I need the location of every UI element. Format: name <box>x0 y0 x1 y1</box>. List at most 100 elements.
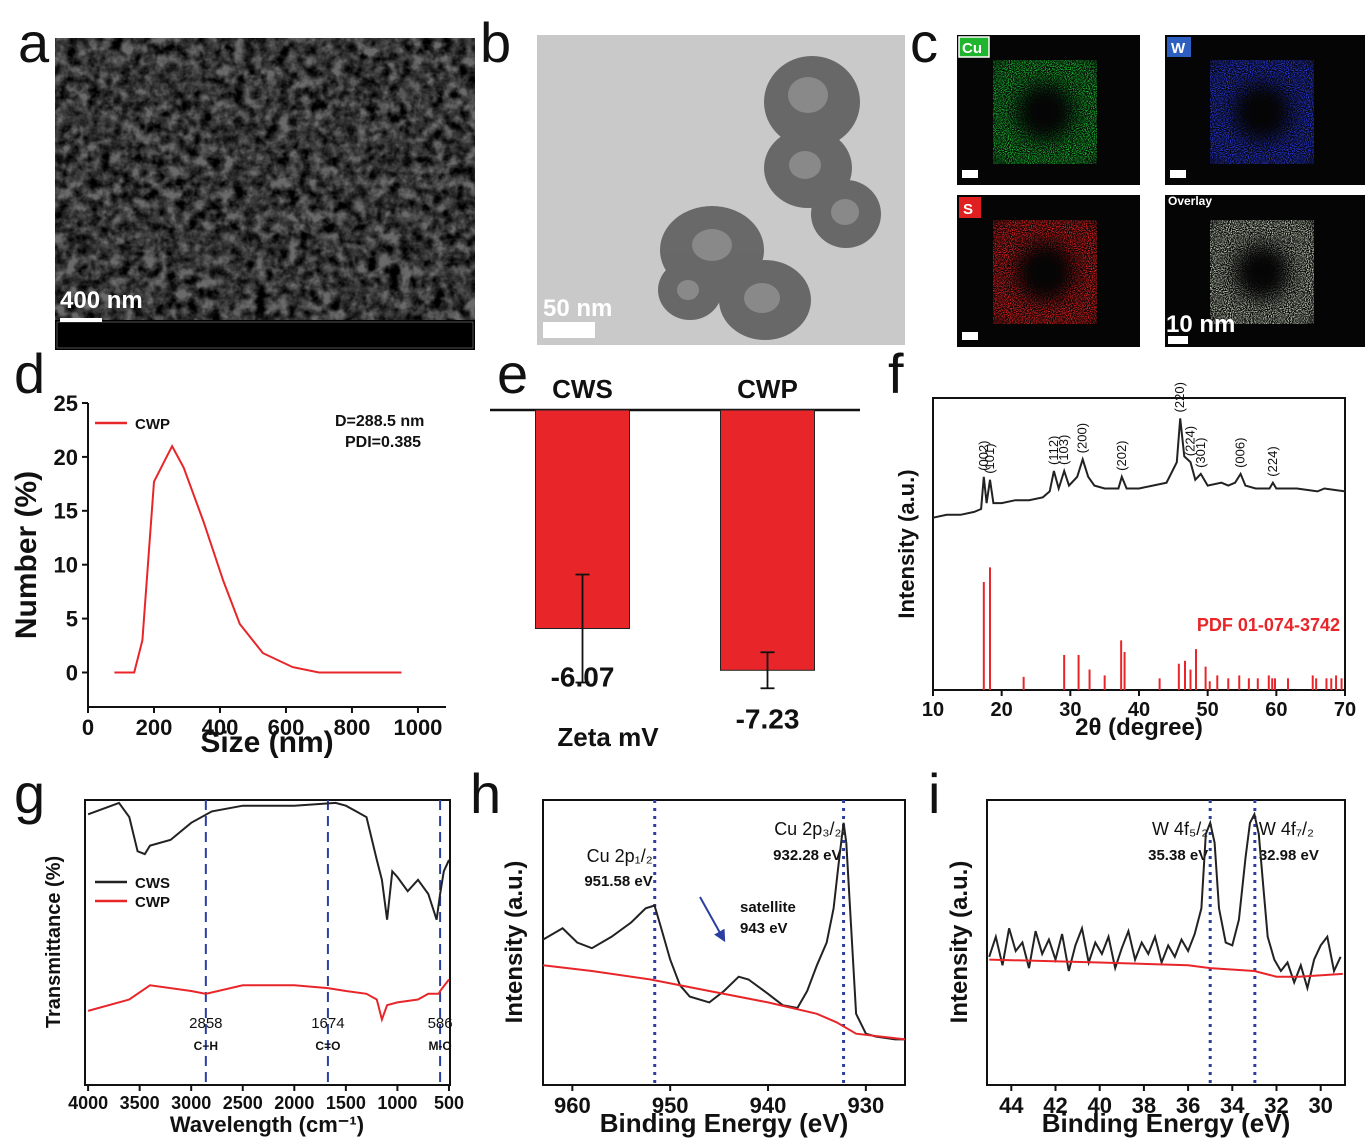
peak-label: (006) <box>1233 438 1248 468</box>
plot-frame <box>84 799 451 1086</box>
annotation-arrow <box>699 896 726 943</box>
data-line <box>87 978 450 1023</box>
legend-label: CWP <box>135 894 170 911</box>
tem-image: 50 nm <box>537 35 905 345</box>
data-line <box>988 811 1342 993</box>
eds-label: Overlay <box>1168 194 1212 208</box>
x-tick-label: 0 <box>82 715 94 740</box>
peak-label: (002) <box>976 440 991 470</box>
marker-label: 2858 <box>189 1015 222 1032</box>
peak-label: (101) <box>982 443 997 473</box>
axis-label: Zeta mV <box>557 722 659 752</box>
x-axis-label: Wavelength (cm⁻¹) <box>170 1112 364 1137</box>
x-tick-label: 40 <box>1087 1093 1111 1118</box>
x-tick-label: 400 <box>202 715 239 740</box>
annotation: PDI=0.385 <box>345 434 421 451</box>
eds-label: S <box>963 201 973 218</box>
annotation: satellite <box>740 899 796 916</box>
y-axis-label: Number (%) <box>10 471 43 639</box>
x-tick-label: 20 <box>991 699 1013 721</box>
panel-letter: b <box>480 11 511 74</box>
y-tick-label: 20 <box>54 445 78 470</box>
marker-sublabel: C=O <box>315 1039 340 1053</box>
x-tick-label: 800 <box>334 715 371 740</box>
y-axis-label: Intensity (a.u.) <box>501 861 528 1024</box>
y-tick-label: 10 <box>54 553 78 578</box>
peak-label: (103) <box>1056 435 1071 465</box>
x-tick-label: 30 <box>1308 1093 1332 1118</box>
x-tick-label: 4000 <box>68 1093 108 1113</box>
annotation: 943 eV <box>740 920 788 937</box>
peak-label: (301) <box>1193 438 1208 468</box>
marker-label: W 4f₅/₂ <box>1152 819 1208 839</box>
data-line <box>932 418 1346 519</box>
y-tick-label: 15 <box>54 499 78 524</box>
x-tick-label: 940 <box>750 1093 787 1118</box>
sem-scale-label: 400 nm <box>60 287 143 314</box>
annotation: D=288.5 nm <box>335 413 424 430</box>
x-tick-label: 38 <box>1132 1093 1156 1118</box>
panel-letter: h <box>470 762 501 825</box>
legend-label: CWP <box>135 416 170 433</box>
plot-frame <box>542 799 906 1086</box>
data-line <box>87 801 450 921</box>
peak-label: (112) <box>1046 436 1061 465</box>
peak-label: (224) <box>1183 426 1198 456</box>
panel-letter: g <box>14 762 45 825</box>
y-axis-label: Intensity (a.u.) <box>946 861 973 1024</box>
marker-sublabel: 951.58 eV <box>584 873 652 890</box>
marker-sublabel: 35.38 eV <box>1148 847 1208 864</box>
y-axis-label: Intensity (a.u.) <box>894 469 919 618</box>
x-tick-label: 70 <box>1334 699 1356 721</box>
x-tick-label: 2000 <box>274 1093 314 1113</box>
x-tick-label: 40 <box>1128 699 1150 721</box>
eds-scale-label: 10 nm <box>1166 311 1235 338</box>
x-axis-label: Size (nm) <box>200 726 333 759</box>
reference-label: PDF 01-074-3742 <box>1197 615 1340 635</box>
peak-label: (220) <box>1172 382 1187 412</box>
marker-sublabel: M-O <box>428 1039 451 1053</box>
panel-letter: i <box>928 762 940 825</box>
x-tick-label: 36 <box>1176 1093 1200 1118</box>
tem-scale-label: 50 nm <box>543 295 612 322</box>
marker-label: W 4f₇/₂ <box>1259 819 1314 839</box>
x-axis-label: 2θ (degree) <box>1075 714 1203 741</box>
x-tick-label: 3500 <box>120 1093 160 1113</box>
x-tick-label: 3000 <box>171 1093 211 1113</box>
data-line <box>114 443 402 674</box>
x-tick-label: 44 <box>999 1093 1024 1118</box>
x-tick-label: 30 <box>1059 699 1081 721</box>
x-tick-label: 950 <box>652 1093 689 1118</box>
panel-letter: c <box>910 11 938 74</box>
x-tick-label: 60 <box>1265 699 1287 721</box>
x-tick-label: 2500 <box>223 1093 263 1113</box>
legend-label: CWS <box>135 875 170 892</box>
plot-frame <box>986 799 1346 1086</box>
marker-label: 586 <box>428 1015 453 1032</box>
peak-label: (224) <box>1265 446 1280 476</box>
x-tick-label: 960 <box>554 1093 591 1118</box>
eds-label: W <box>1171 40 1186 57</box>
value-label: -6.07 <box>551 662 615 693</box>
x-tick-label: 32 <box>1264 1093 1288 1118</box>
x-tick-label: 1000 <box>393 715 442 740</box>
value-label: -7.23 <box>736 703 800 734</box>
bar <box>720 409 815 671</box>
y-axis-label: Transmittance (%) <box>43 856 65 1028</box>
panel-letter: d <box>14 342 45 405</box>
x-tick-label: 500 <box>434 1093 464 1113</box>
marker-label: 1674 <box>311 1015 344 1032</box>
y-tick-label: 25 <box>54 391 78 416</box>
plot-frame <box>932 397 1346 691</box>
panel-letter: f <box>888 342 904 405</box>
x-tick-label: 600 <box>268 715 305 740</box>
x-tick-label: 930 <box>848 1093 885 1118</box>
peak-label: (200) <box>1075 423 1090 453</box>
x-tick-label: 34 <box>1220 1093 1245 1118</box>
x-axis-label: Binding Energy (eV) <box>1042 1108 1290 1138</box>
panel-letter: e <box>497 342 528 405</box>
marker-sublabel: 932.28 eV <box>773 847 841 864</box>
x-tick-label: 200 <box>136 715 173 740</box>
x-tick-label: 1500 <box>326 1093 366 1113</box>
